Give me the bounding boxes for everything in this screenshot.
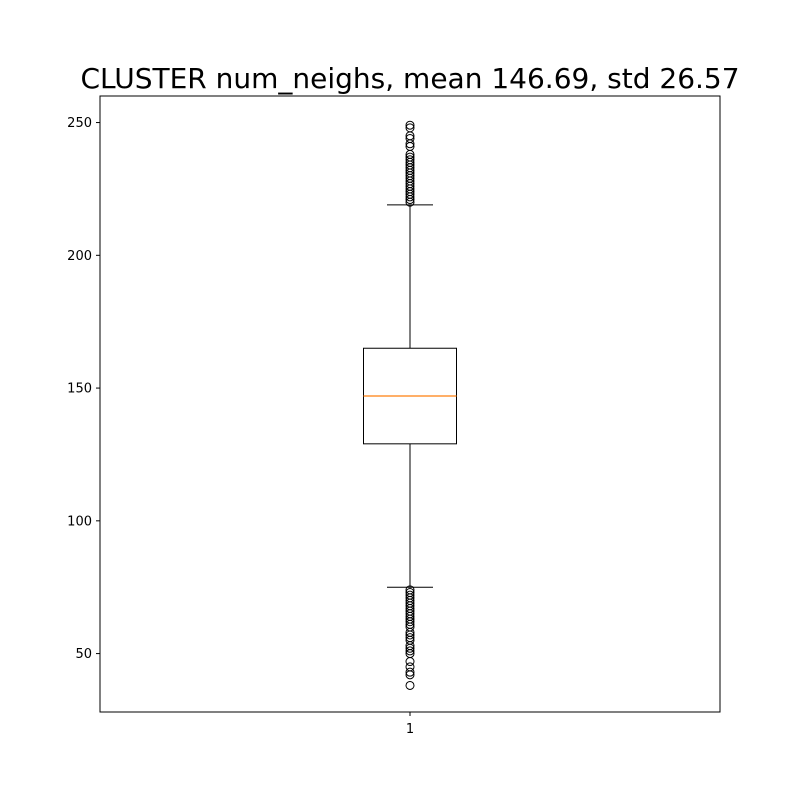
y-tick-label: 50 — [75, 647, 92, 662]
outlier-point — [405, 617, 415, 627]
y-tick-label: 100 — [67, 514, 92, 529]
plot-frame — [99, 95, 721, 713]
outlier-point — [405, 670, 415, 680]
outlier-point — [405, 646, 415, 656]
outlier-point — [405, 630, 415, 640]
y-tick-label: 250 — [67, 116, 92, 131]
outlier-point — [405, 657, 415, 667]
y-axis: 50 100 150 200 250 — [67, 116, 100, 662]
outlier-point — [405, 123, 415, 133]
x-axis: 1 — [406, 712, 414, 737]
outlier-point — [405, 120, 415, 130]
outlier-point — [405, 133, 415, 143]
outlier-point — [405, 643, 415, 653]
outlier-point — [405, 155, 415, 165]
outlier-point — [405, 680, 415, 690]
outlier-point — [405, 152, 415, 162]
y-tick-label: 150 — [67, 382, 92, 397]
chart-title: CLUSTER num_neighs, mean 146.69, std 26.… — [80, 62, 739, 95]
y-tick-label: 200 — [67, 249, 92, 264]
x-tick-label: 1 — [406, 722, 414, 737]
box-group — [363, 120, 457, 690]
outlier-point — [405, 667, 415, 677]
